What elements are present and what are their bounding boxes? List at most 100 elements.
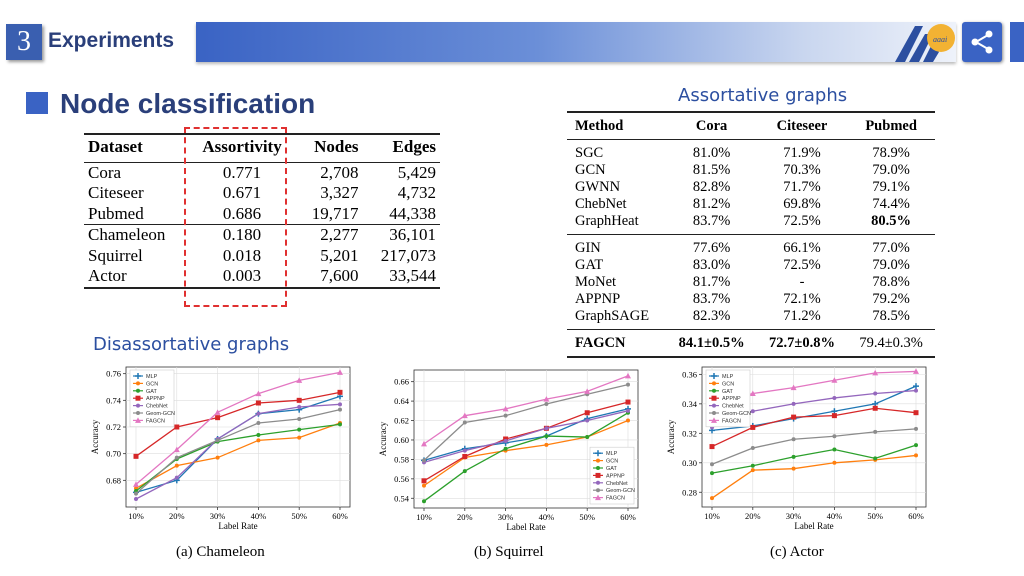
table-cell: MoNet [575,274,617,290]
series-line-gat [423,412,629,502]
x-tick-label: 40% [251,511,267,521]
aaai-logo-icon: aaai [895,24,955,62]
legend-label: FAGCN [722,418,741,424]
caption-actor: (c) Actor [770,544,824,560]
y-tick-label: 0.62 [394,416,409,426]
y-tick-label: 0.72 [106,422,121,432]
col-header: Dataset [88,137,143,156]
data-point-fagcn [831,377,838,383]
data-point-chebnet [585,418,590,423]
table-cell: 83.0% [692,257,731,273]
data-point-appnp [462,453,468,459]
table-cell: 5,429 [397,162,436,182]
data-point-fagcn [872,369,879,376]
data-point-geom-gcn [503,413,508,418]
data-point-geom-gcn [710,462,714,467]
table-cell: 79.4±0.3% [859,335,923,351]
legend-label: APPNP [606,473,625,479]
table-cell: 0.018 [222,245,262,265]
chart-squirrel: 0.54 0.56 0.58 0.60 0.62 0.64 0.66 10% 20% 30% 40%… [378,369,639,532]
x-tick-label: 20% [745,511,761,521]
data-point-gat [338,422,342,427]
caption-chameleon: (a) Chameleon [176,544,265,560]
table-cell: 0.003 [222,266,262,285]
table-cell: 72.5% [783,213,821,229]
table-cell: 78.5% [872,308,910,324]
caption-squirrel: (b) Squirrel [474,544,544,560]
y-tick-label: 0.54 [394,493,410,503]
table-cell: 81.7% [692,274,731,290]
table-cell: GraphSAGE [575,308,650,324]
table-cell: FAGCN [575,335,626,351]
legend-label: GAT [146,389,158,395]
data-point-geom-gcn [750,446,755,451]
legend-marker [596,466,600,470]
dataset-table: Dataset Assortivity Nodes Edges Cora 0.77… [84,133,440,289]
legend-marker [711,373,717,379]
legend-marker [136,381,140,386]
legend-label: ChebNet [606,481,628,487]
legend-marker [596,458,600,463]
data-point-mlp [913,383,919,390]
series-line-geom-gcn [423,383,629,461]
legend-label: ChebNet [722,404,744,410]
table-cell: 33,544 [389,266,436,285]
table-row: Chameleon 0.180 2,277 36,101 [84,225,440,246]
data-point-gat [585,435,590,440]
data-point-fagcn [133,481,139,487]
data-point-fagcn [255,390,262,397]
data-point-geom-gcn [174,455,179,460]
data-point-chebnet [914,388,918,393]
data-point-appnp [913,410,919,416]
table-cell: 72.1% [783,291,821,307]
data-point-gat [256,433,261,437]
data-point-geom-gcn [338,407,342,412]
table-cell: GCN [575,162,606,178]
data-point-appnp [421,478,427,484]
legend-label: Geom-GCN [606,488,635,494]
data-point-fagcn [337,369,343,375]
legend-marker [712,403,716,408]
y-tick-label: 0.68 [106,475,121,485]
legend-marker [135,417,141,423]
svg-text:aaai: aaai [933,35,947,44]
legend-label: MLP [722,374,734,380]
data-point-geom-gcn [422,458,426,463]
x-tick-label: 10% [704,511,720,521]
table-row: ChebNet 81.2% 69.8% 74.4% [567,196,935,213]
data-point-appnp [831,413,837,419]
table-cell: GAT [575,257,604,273]
legend-label: MLP [606,451,618,457]
legend-marker [711,417,717,423]
y-tick-label: 0.64 [394,396,410,406]
legend-label: Geom-GCN [146,411,175,417]
data-point-chebnet [626,408,630,413]
y-tick-label: 0.76 [106,369,121,379]
data-point-gcn [256,438,261,443]
data-point-appnp [709,444,715,450]
legend-marker [596,488,600,493]
share-icon [971,30,993,54]
share-button[interactable] [962,22,1002,62]
data-point-chebnet [134,497,138,501]
series-line-appnp [135,391,341,457]
series-line-appnp [423,401,629,482]
data-point-gcn [174,463,179,468]
series-line-gat [711,444,917,474]
data-point-gat [710,471,714,476]
data-point-fagcn [749,390,756,397]
bullet-square [26,92,48,114]
data-point-fagcn [913,368,919,374]
table-cell: GraphHeat [575,213,639,229]
table-cell: 83.7% [692,291,731,307]
x-axis-label: Label Rate [218,521,257,531]
data-point-appnp [584,410,590,416]
edge-tab [1010,22,1024,62]
table-cell: Actor [88,266,127,285]
data-point-appnp [215,415,221,421]
data-point-gat [422,499,426,504]
data-point-gat [873,456,878,461]
table-row: Actor 0.003 7,600 33,544 [84,266,440,288]
table-cell: 0.671 [222,183,262,202]
data-point-gcn [750,468,755,473]
